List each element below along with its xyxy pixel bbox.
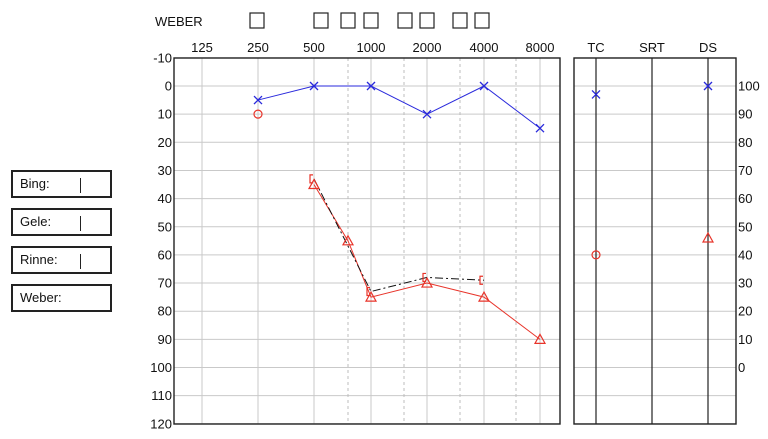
triangle-marker (477, 290, 491, 302)
x-marker-stroke (703, 81, 713, 91)
grid (173, 57, 737, 425)
y-tick-label: 20 (158, 135, 172, 150)
x-marker (591, 89, 601, 99)
weber-box[interactable] (419, 12, 435, 29)
x-tick-label: 250 (247, 40, 269, 55)
speech-frame (573, 57, 737, 425)
x-marker-stroke (591, 89, 601, 99)
speech-scale-label: 100 (738, 79, 760, 94)
gele-field[interactable]: Gele: (11, 208, 112, 236)
x-marker (535, 123, 545, 133)
speech-scale-label: 80 (738, 135, 752, 150)
circle-marker (253, 109, 263, 119)
x-tick-label: 125 (191, 40, 213, 55)
weber-box[interactable] (474, 12, 490, 29)
text-cursor (80, 178, 81, 193)
x-tick-label: 500 (303, 40, 325, 55)
speech-scale-label: 0 (738, 360, 745, 375)
y-tick-label: 90 (158, 332, 172, 347)
text-cursor (80, 254, 81, 269)
weber-label: WEBER (155, 14, 203, 29)
y-tick-label: 80 (158, 304, 172, 319)
x-marker-stroke (253, 95, 263, 105)
speech-column-label: TC (587, 40, 604, 55)
speech-scale-label: 30 (738, 276, 752, 291)
plot-frame (173, 57, 561, 425)
triangle-marker (364, 290, 378, 302)
bracket-marker (479, 275, 483, 285)
triangle-marker (420, 276, 434, 288)
circle-marker (591, 250, 601, 260)
x-tick-label: 2000 (413, 40, 442, 55)
speech-column-label: DS (699, 40, 717, 55)
weber-box[interactable] (340, 12, 356, 29)
rinne-field[interactable]: Rinne: (11, 246, 112, 274)
x-marker-stroke (366, 81, 376, 91)
y-tick-label: 40 (158, 191, 172, 206)
weber-box[interactable] (249, 12, 265, 29)
speech-scale-label: 20 (738, 304, 752, 319)
y-tick-label: 100 (150, 360, 172, 375)
gele-label: Gele: (20, 214, 52, 229)
speech-scale-label: 50 (738, 219, 752, 234)
x-marker-stroke (535, 123, 545, 133)
rinne-label: Rinne: (20, 252, 58, 267)
bing-field[interactable]: Bing: (11, 170, 112, 198)
series-line (313, 178, 485, 293)
triangle-marker (533, 333, 547, 344)
weber-field-label: Weber: (20, 290, 62, 305)
speech-column-label: SRT (639, 40, 665, 55)
y-tick-label: 0 (165, 79, 172, 94)
x-marker (422, 109, 432, 119)
weber-boxes (249, 12, 490, 29)
x-marker (703, 81, 713, 91)
weber-box[interactable] (397, 12, 413, 29)
speech-scale-label: 90 (738, 107, 752, 122)
y-tick-label: 70 (158, 276, 172, 291)
y-tick-label: 110 (151, 388, 172, 403)
x-marker-stroke (479, 81, 489, 91)
x-marker (253, 95, 263, 105)
text-cursor (80, 216, 81, 231)
y-tick-label: 120 (150, 416, 172, 431)
bing-label: Bing: (20, 176, 50, 191)
weber-field[interactable]: Weber: (11, 284, 112, 312)
x-tick-label: 8000 (526, 40, 555, 55)
x-marker (479, 81, 489, 91)
triangle-marker (307, 178, 321, 190)
speech-scale-label: 70 (738, 163, 752, 178)
x-marker (366, 81, 376, 91)
chart-marks (253, 81, 715, 344)
series-line (313, 184, 541, 340)
x-marker-stroke (422, 109, 432, 119)
y-tick-label: -10 (153, 50, 172, 65)
weber-box[interactable] (452, 12, 468, 29)
weber-box[interactable] (313, 12, 329, 29)
y-tick-label: 30 (158, 163, 172, 178)
y-tick-label: 60 (158, 247, 172, 262)
y-tick-label: 10 (158, 107, 172, 122)
bracket-marker (309, 174, 313, 184)
x-marker (309, 81, 319, 91)
weber-box[interactable] (363, 12, 379, 29)
x-tick-label: 4000 (470, 40, 499, 55)
x-marker-stroke (309, 81, 319, 91)
bracket-marker (422, 272, 426, 283)
triangle-marker (701, 231, 715, 243)
speech-scale-label: 40 (738, 247, 752, 262)
x-tick-label: 1000 (357, 40, 386, 55)
bracket-marker (366, 286, 370, 297)
speech-scale-label: 60 (738, 191, 752, 206)
triangle-marker (341, 234, 355, 246)
y-tick-label: 50 (158, 219, 172, 234)
speech-scale-label: 10 (738, 332, 752, 347)
series-line (257, 85, 541, 129)
